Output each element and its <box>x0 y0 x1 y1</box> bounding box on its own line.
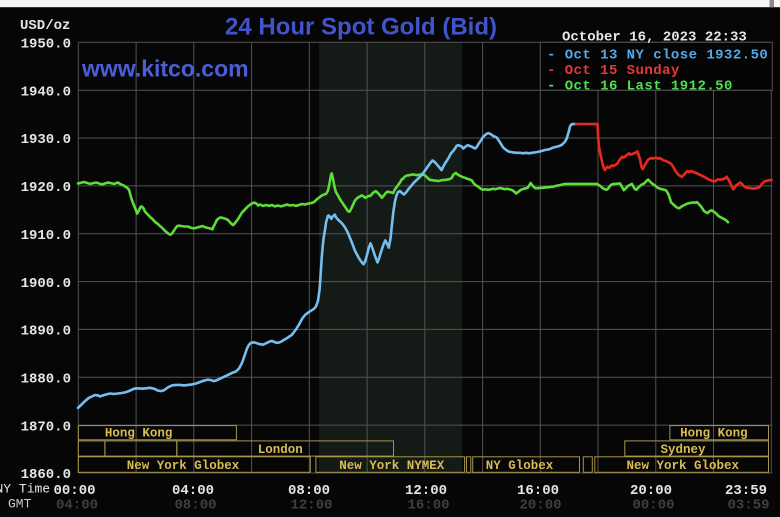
svg-text:October 16, 2023 22:33: October 16, 2023 22:33 <box>562 30 747 46</box>
svg-text:1950.0: 1950.0 <box>21 37 71 53</box>
svg-text:USD/oz: USD/oz <box>20 18 70 34</box>
svg-text:03:59: 03:59 <box>727 498 769 514</box>
svg-text:New York Globex: New York Globex <box>627 459 740 473</box>
svg-text:20:00: 20:00 <box>630 483 672 499</box>
svg-text:New York Globex: New York Globex <box>127 459 240 473</box>
svg-text:24 Hour Spot Gold (Bid): 24 Hour Spot Gold (Bid) <box>225 13 497 40</box>
svg-text:20:00: 20:00 <box>519 498 561 514</box>
svg-text:1910.0: 1910.0 <box>21 228 71 244</box>
svg-text:1890.0: 1890.0 <box>21 324 71 340</box>
svg-text:04:00: 04:00 <box>172 483 214 499</box>
svg-text:Sydney: Sydney <box>660 443 706 457</box>
svg-text:00:00: 00:00 <box>632 498 674 514</box>
svg-text:London: London <box>258 443 303 457</box>
svg-text:16:00: 16:00 <box>407 498 449 514</box>
svg-text:04:00: 04:00 <box>56 498 98 514</box>
svg-text:12:00: 12:00 <box>405 483 447 499</box>
svg-text:NY Time: NY Time <box>0 482 50 497</box>
svg-text:- Oct 16 Last 1912.50: - Oct 16 Last 1912.50 <box>547 79 733 95</box>
svg-text:23:59: 23:59 <box>725 483 767 499</box>
svg-text:00:00: 00:00 <box>53 483 95 499</box>
svg-text:- Oct 13 NY close 1932.50: - Oct 13 NY close 1932.50 <box>547 48 768 64</box>
svg-text:Hong Kong: Hong Kong <box>105 427 173 441</box>
svg-text:16:00: 16:00 <box>517 483 559 499</box>
svg-text:12:00: 12:00 <box>290 498 332 514</box>
svg-text:Hong Kong: Hong Kong <box>680 427 748 441</box>
svg-text:08:00: 08:00 <box>174 498 216 514</box>
svg-text:New York NYMEX: New York NYMEX <box>339 459 445 473</box>
svg-text:1900.0: 1900.0 <box>21 276 71 292</box>
svg-text:08:00: 08:00 <box>288 483 330 499</box>
svg-text:1920.0: 1920.0 <box>21 180 71 196</box>
svg-text:GMT: GMT <box>8 497 32 512</box>
svg-text:www.kitco.com: www.kitco.com <box>81 56 249 82</box>
svg-text:NY Globex: NY Globex <box>486 459 554 473</box>
svg-text:1860.0: 1860.0 <box>21 467 71 483</box>
svg-text:1870.0: 1870.0 <box>21 419 71 435</box>
svg-text:1930.0: 1930.0 <box>21 132 71 148</box>
svg-text:1940.0: 1940.0 <box>21 84 71 100</box>
svg-text:1880.0: 1880.0 <box>21 371 71 387</box>
svg-text:- Oct 15 Sunday: - Oct 15 Sunday <box>547 63 680 79</box>
